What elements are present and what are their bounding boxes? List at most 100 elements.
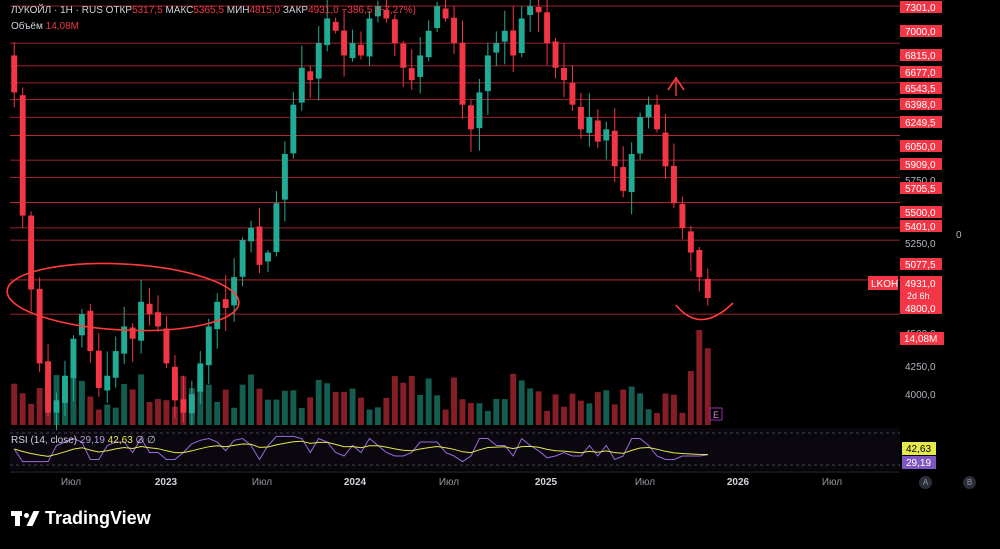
- volume-bar: [493, 398, 500, 425]
- tradingview-logo[interactable]: TradingView: [11, 508, 151, 529]
- symbol-name: ЛУКОЙЛ: [11, 5, 52, 16]
- candle-body: [78, 314, 85, 336]
- annotations: [6, 76, 734, 332]
- candles: [11, 0, 711, 431]
- candle-body: [366, 18, 373, 57]
- candle-body: [442, 8, 449, 19]
- volume-bar: [670, 394, 677, 425]
- volume-bar: [231, 407, 238, 425]
- candle-body: [155, 312, 161, 327]
- price-label-box: [900, 258, 942, 270]
- rsi-ma-tag: 42,63: [906, 444, 931, 455]
- bar-countdown: 2d 6h: [907, 291, 930, 301]
- price-tick-label: 4250,0: [905, 362, 936, 373]
- volume-bar: [654, 412, 660, 425]
- candle-body: [146, 303, 153, 315]
- volume-bar: [527, 388, 534, 425]
- volume-value: 14,08M: [45, 21, 80, 32]
- price-tick-label: 4000,0: [905, 390, 936, 401]
- volume-legend[interactable]: Объём 14,08M: [11, 21, 79, 32]
- candle-body: [11, 55, 18, 93]
- volume-bar: [374, 407, 381, 425]
- candle-body: [687, 231, 694, 253]
- price-label-box: [900, 82, 942, 94]
- interval[interactable]: 1Н: [60, 5, 73, 16]
- price-tick-label: 6249,5: [905, 118, 936, 129]
- volume-bar: [239, 384, 246, 425]
- exchange: RUS: [81, 5, 103, 16]
- price-label-box: [900, 1, 942, 13]
- volume-bar: [476, 403, 483, 425]
- volume-bar: [645, 409, 652, 425]
- candle-body: [307, 71, 314, 81]
- volume-bar: [256, 388, 263, 425]
- price-tick-label: 5909,0: [905, 160, 936, 171]
- log-scale-button[interactable]: B: [963, 476, 976, 489]
- hand-drawn-ellipse: [6, 262, 240, 332]
- price-label-box: [900, 25, 942, 37]
- price-tick-label: 5750,0: [905, 176, 936, 187]
- candle-body: [451, 17, 457, 44]
- volume-bar: [561, 406, 567, 425]
- price-label-box: [900, 49, 942, 61]
- rsi-value: 29,19: [79, 435, 105, 446]
- candle-body: [332, 21, 339, 31]
- time-tick-label: Июл: [439, 477, 459, 488]
- header-separator: ·: [75, 5, 79, 16]
- rsi-pane: [10, 428, 900, 470]
- candle-body: [222, 299, 229, 308]
- volume-bar: [417, 395, 424, 425]
- time-tick-label: 2025: [535, 477, 558, 488]
- candle-body: [45, 361, 52, 413]
- candle-body: [586, 117, 593, 133]
- rsi-extra: ∅ ∅: [135, 435, 156, 446]
- ticker-tag-box: [868, 276, 898, 290]
- candle-body: [239, 240, 246, 277]
- volume-bar: [687, 371, 694, 425]
- auto-scale-button[interactable]: A: [919, 476, 932, 489]
- price-tick-label: 5077,5: [905, 260, 936, 271]
- volume-bar: [281, 390, 288, 425]
- candle-body: [535, 6, 542, 13]
- price-tick-label: 7000,0: [905, 27, 936, 38]
- volume-bar: [11, 383, 18, 425]
- volume-bar: [121, 384, 128, 425]
- volume-bar: [265, 399, 271, 425]
- rsi-legend[interactable]: RSI (14, close) 29,19 42,63 ∅ ∅: [11, 435, 156, 446]
- time-axis: Июл 2023 Июл 2024 Июл 2025 Июл 2026 Июл: [10, 471, 900, 488]
- candle-body: [188, 394, 195, 414]
- rsi-line: [13, 435, 708, 463]
- volume-bar: [349, 388, 356, 425]
- time-tick-label: 2026: [727, 477, 750, 488]
- volume-bar: [662, 393, 669, 425]
- price-tick-label: 5705,5: [905, 184, 936, 195]
- hand-drawn-smile: [675, 302, 734, 321]
- price-tick-label: 6050,0: [905, 142, 936, 153]
- candle-body: [654, 104, 660, 130]
- open-value: 5317,5: [132, 5, 163, 16]
- ticker-tag: LKOH: [871, 279, 898, 290]
- candle-body: [552, 41, 559, 68]
- candle-body: [171, 366, 178, 401]
- current-price: 4931,0: [905, 279, 936, 290]
- symbol-header: ЛУКОЙЛ · 1Н · RUS ОТКР5317,5 МАКС5365,5 …: [11, 5, 416, 16]
- horizontal-levels: [10, 5, 900, 315]
- volume-bar: [324, 383, 331, 425]
- earnings-marker: E: [713, 410, 719, 420]
- volume-bar: [358, 397, 364, 425]
- volume-bar: [298, 408, 305, 425]
- volume-bar: [214, 401, 221, 425]
- candle-body: [603, 129, 610, 141]
- high-label: МАКС: [165, 5, 194, 16]
- candle-body: [70, 338, 77, 379]
- price-label-box: [900, 98, 942, 110]
- volume-bar: [332, 391, 339, 425]
- candle-body: [104, 375, 111, 391]
- volume-bar: [434, 395, 441, 425]
- volume-bar: [569, 393, 576, 425]
- volume-bar: [696, 330, 703, 425]
- rsi-ma-tag-box: [902, 442, 936, 455]
- rsi-tag-box: [902, 456, 936, 469]
